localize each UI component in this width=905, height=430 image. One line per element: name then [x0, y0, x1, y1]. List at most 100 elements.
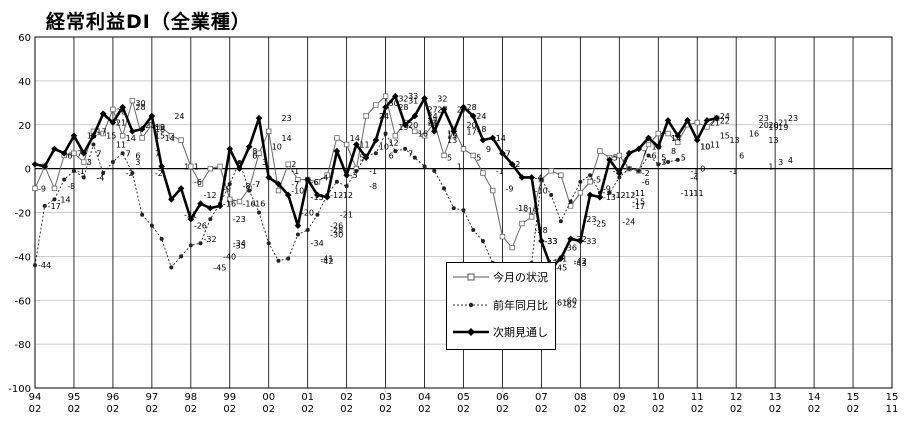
data-label: -34	[233, 239, 246, 248]
data-label: 22	[720, 116, 730, 125]
point-diamond	[684, 117, 691, 124]
data-label: 14	[281, 134, 291, 143]
data-label: -13	[603, 193, 616, 202]
point-small-dot	[140, 212, 145, 217]
point-diamond	[518, 174, 526, 181]
point-open-square	[616, 152, 623, 159]
point-open-square	[519, 220, 525, 227]
point-small-dot	[110, 160, 115, 165]
point-small-dot	[558, 219, 563, 224]
data-label: 16	[447, 130, 457, 139]
data-label: 15	[155, 132, 165, 141]
data-label: -12	[340, 191, 353, 200]
point-diamond	[187, 215, 195, 223]
point-open-square	[334, 135, 340, 141]
point-open-square	[694, 119, 700, 126]
point-small-dot	[675, 157, 680, 162]
point-open-square	[256, 150, 262, 156]
data-label: -23	[233, 215, 246, 224]
data-label: 3	[778, 158, 783, 167]
data-label: 32	[398, 94, 408, 103]
point-open-square	[217, 163, 223, 170]
data-label: 6	[135, 151, 140, 160]
point-open-square	[236, 198, 243, 205]
point-diamond	[606, 156, 613, 164]
point-diamond	[401, 121, 409, 129]
data-label: -14	[57, 195, 70, 204]
data-label: -36	[564, 244, 577, 253]
point-diamond	[557, 255, 565, 262]
x-tick-year: 95	[68, 392, 81, 403]
data-label: -16	[223, 200, 236, 209]
point-open-square	[675, 139, 681, 145]
point-small-dot	[403, 146, 408, 151]
data-label: -24	[622, 217, 635, 226]
y-tick-label: 0	[25, 165, 31, 176]
point-diamond	[343, 171, 350, 179]
data-label: 21	[778, 119, 788, 128]
point-diamond	[616, 169, 623, 177]
data-label: 5	[476, 154, 481, 163]
x-tick-month: 11	[886, 404, 899, 415]
point-small-dot	[101, 171, 106, 176]
point-diamond	[119, 103, 126, 111]
data-label: 17	[467, 127, 477, 136]
point-diamond	[450, 128, 458, 135]
data-label: 1	[457, 162, 462, 171]
point-small-dot	[539, 177, 544, 182]
data-label: -11	[681, 189, 694, 198]
data-label: 20	[768, 121, 778, 130]
data-label: -41	[320, 255, 333, 264]
x-tick-year: 07	[535, 392, 548, 403]
legend-dot-icon	[453, 302, 489, 308]
data-label: 24	[476, 112, 486, 121]
data-label: 3	[262, 158, 267, 167]
data-label: 3	[661, 158, 666, 167]
point-diamond	[693, 136, 701, 144]
point-small-dot	[412, 155, 417, 160]
x-tick-month: 02	[68, 404, 81, 415]
point-diamond	[236, 165, 243, 172]
data-label: 16	[749, 130, 759, 139]
point-diamond	[314, 191, 321, 199]
point-diamond	[265, 174, 273, 181]
data-label: -33	[583, 237, 596, 246]
point-diamond	[508, 160, 516, 168]
y-tick-label: -100	[8, 384, 31, 395]
x-tick-year: 97	[145, 392, 158, 403]
data-label: 30	[135, 99, 145, 108]
data-label: 9	[486, 145, 491, 154]
data-label: -11	[632, 189, 645, 198]
chart-title: 経常利益DI（全業種）	[43, 7, 254, 34]
point-diamond	[99, 110, 107, 118]
point-diamond	[109, 119, 117, 126]
data-label: -30	[330, 230, 343, 239]
point-small-dot	[578, 179, 583, 184]
data-label: -5	[593, 176, 601, 185]
point-open-square	[373, 102, 379, 108]
x-tick-year: 10	[652, 392, 665, 403]
data-label: -42	[574, 257, 587, 266]
point-small-dot	[422, 164, 427, 169]
x-tick-month: 02	[574, 404, 587, 415]
data-label: -40	[223, 252, 236, 261]
point-diamond	[138, 125, 146, 133]
legend: 今月の状況 前年同月比 次期見通し	[446, 262, 556, 350]
point-small-dot	[480, 239, 485, 244]
point-open-square	[110, 106, 116, 113]
data-label: -61	[554, 298, 567, 307]
data-label: -1	[690, 167, 698, 176]
point-open-square	[382, 93, 389, 99]
data-label: 11	[710, 140, 720, 149]
data-label: -42	[320, 257, 333, 266]
point-open-square	[285, 161, 291, 167]
x-tick-year: 15	[886, 392, 899, 403]
point-small-dot	[451, 206, 456, 211]
x-tick-year: 11	[691, 392, 704, 403]
point-small-dot	[120, 151, 125, 156]
x-tick-month: 02	[418, 404, 431, 415]
data-label: 33	[408, 92, 418, 101]
x-tick-month: 02	[379, 404, 392, 415]
series-lines	[31, 92, 721, 307]
data-label: -1	[613, 167, 621, 176]
